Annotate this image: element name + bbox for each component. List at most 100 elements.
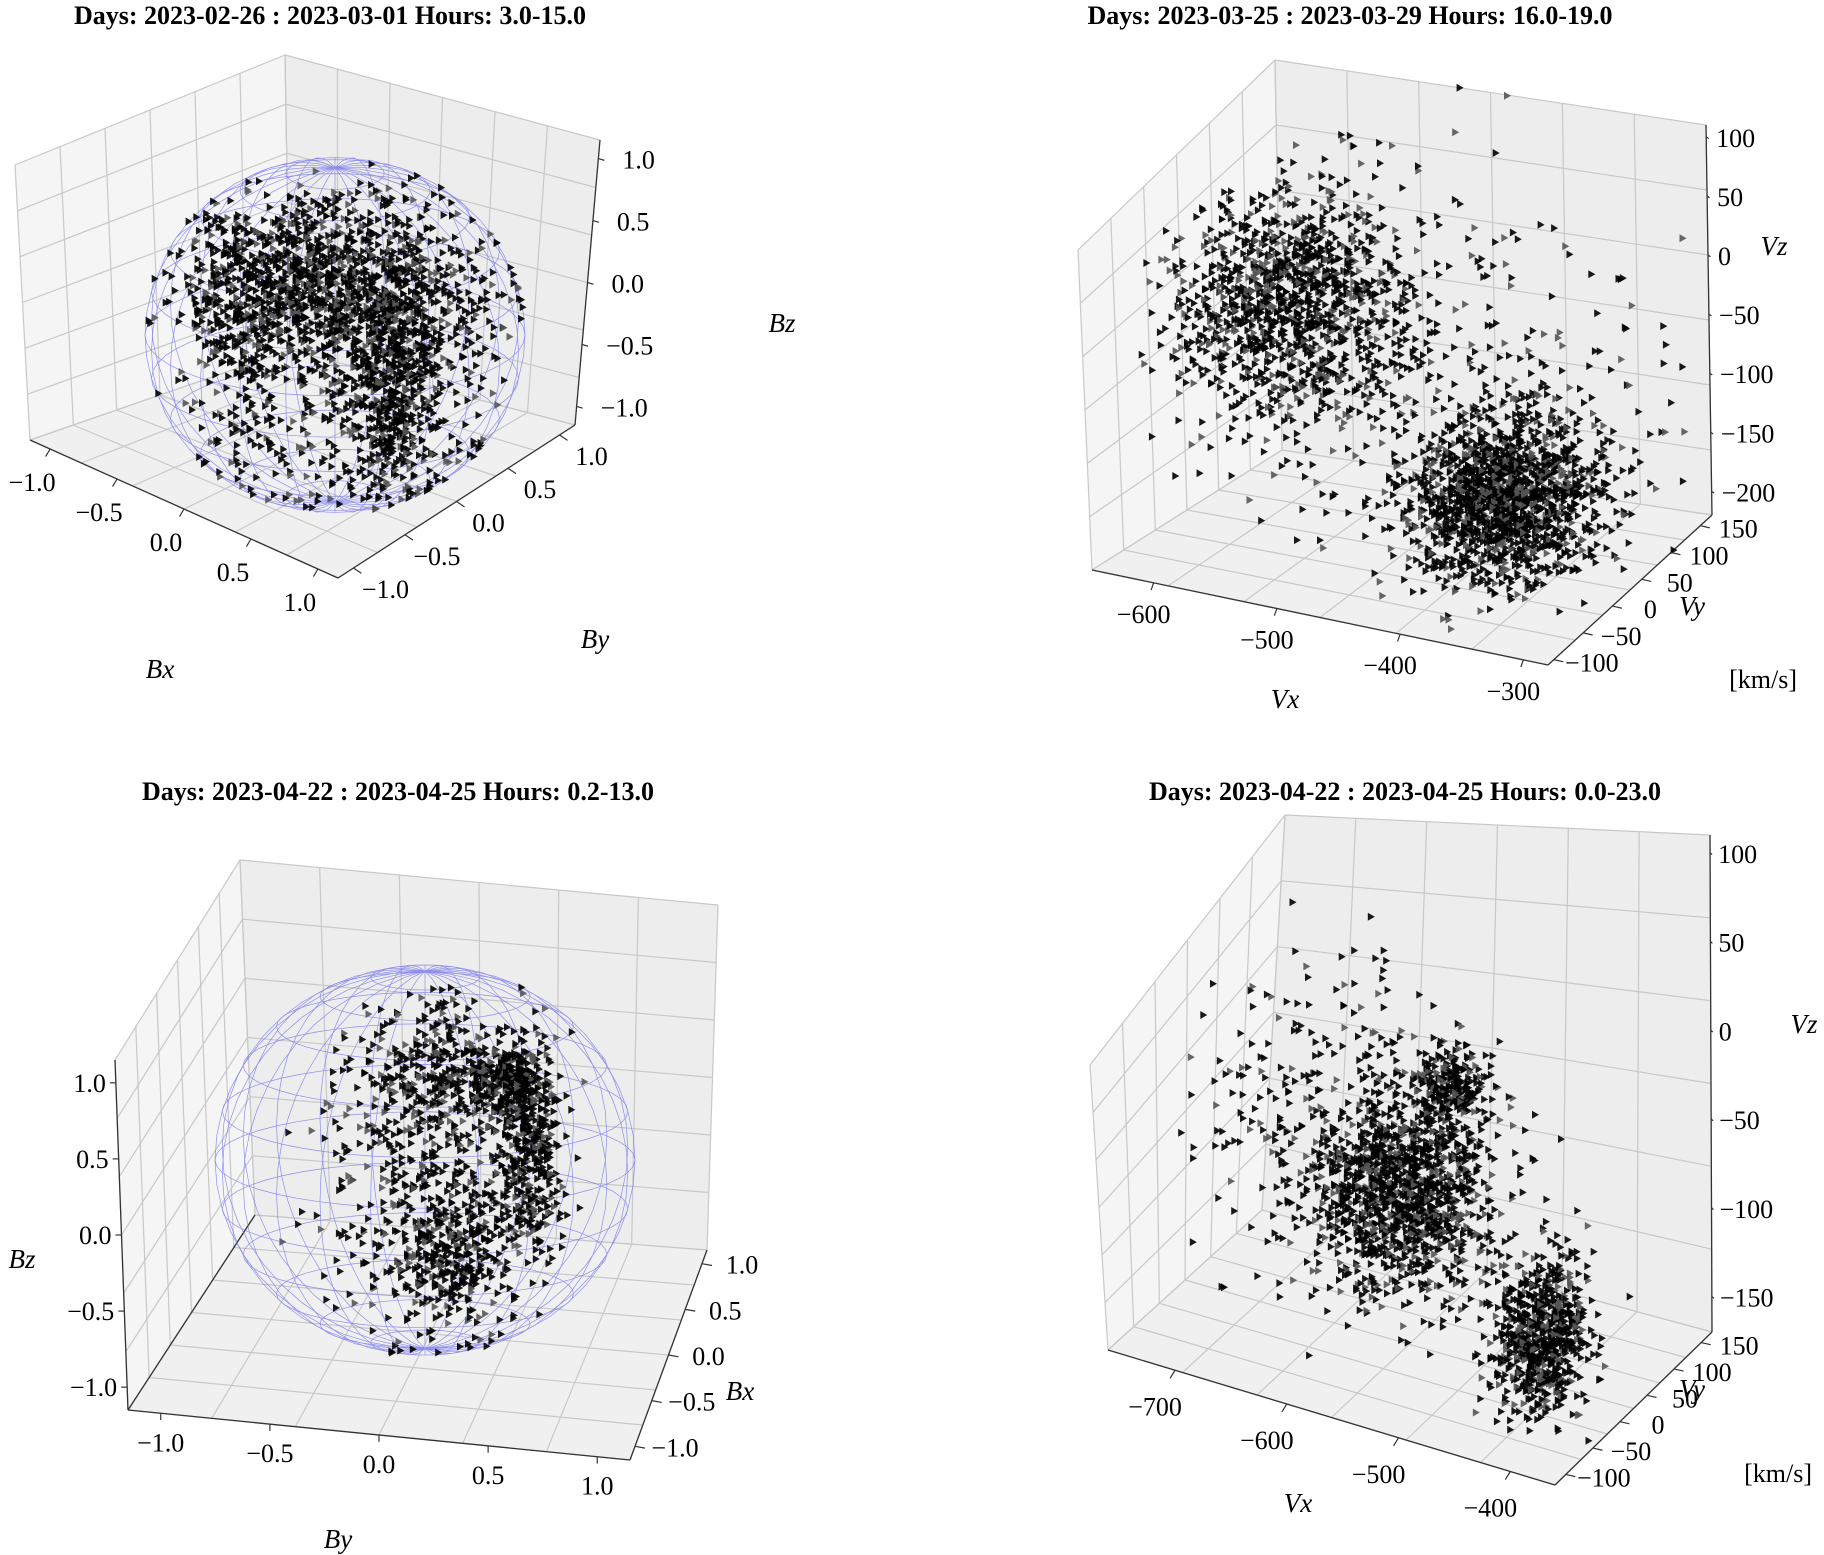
data-point	[226, 303, 234, 312]
data-point	[235, 211, 243, 219]
data-point	[373, 504, 381, 513]
data-point	[362, 342, 370, 351]
data-point	[293, 497, 301, 505]
data-point	[381, 347, 389, 356]
data-point	[414, 282, 422, 291]
data-point	[354, 381, 362, 390]
data-point	[321, 454, 329, 463]
data-point	[456, 287, 464, 296]
data-point	[459, 323, 467, 332]
data-point	[410, 250, 418, 259]
data-point	[311, 408, 319, 417]
data-point	[390, 400, 397, 409]
data-point	[440, 211, 448, 220]
data-point	[314, 358, 322, 367]
data-point	[367, 469, 375, 478]
data-point	[357, 432, 365, 440]
data-point	[418, 213, 426, 221]
data-point	[285, 239, 293, 248]
data-point	[421, 273, 428, 282]
data-point	[350, 288, 358, 297]
data-point	[207, 318, 215, 327]
data-point	[222, 267, 230, 276]
tick-label: −0.5	[606, 331, 653, 360]
data-point	[472, 392, 480, 401]
data-point	[228, 354, 236, 363]
data-point	[500, 290, 508, 299]
tick-label: 0.0	[150, 528, 183, 557]
data-point	[342, 252, 349, 261]
data-point	[435, 236, 443, 245]
data-point	[320, 223, 328, 232]
data-point	[421, 405, 429, 414]
data-point	[489, 280, 497, 289]
data-point	[229, 332, 237, 341]
data-point	[323, 371, 331, 380]
data-point	[442, 309, 450, 318]
data-point	[381, 227, 389, 236]
data-point	[224, 334, 232, 343]
data-point	[224, 311, 232, 320]
data-point	[314, 235, 322, 244]
data-point	[449, 270, 457, 279]
scatter-points	[145, 160, 527, 513]
tick-label: −0.5	[413, 542, 460, 571]
data-point	[306, 213, 314, 221]
data-point	[329, 314, 337, 323]
data-point	[392, 409, 400, 418]
data-point	[453, 330, 461, 339]
data-point	[404, 420, 412, 429]
x-axis-label: Bx	[146, 654, 174, 684]
data-point	[370, 480, 378, 489]
data-point	[414, 171, 421, 180]
data-point	[307, 204, 315, 213]
data-point	[310, 355, 318, 364]
data-point	[430, 323, 438, 332]
data-point	[281, 364, 289, 373]
data-point	[406, 302, 414, 311]
data-point	[295, 277, 303, 286]
data-point	[375, 494, 383, 503]
data-point	[362, 285, 370, 294]
data-point	[192, 298, 200, 307]
data-point	[241, 245, 249, 254]
data-point	[351, 426, 359, 435]
data-point	[206, 213, 214, 222]
data-point	[415, 357, 423, 366]
data-point	[260, 233, 268, 242]
data-point	[430, 370, 438, 379]
data-point	[420, 281, 428, 290]
data-point	[147, 319, 155, 328]
data-point	[299, 381, 307, 390]
data-point	[346, 304, 354, 313]
data-point	[471, 306, 478, 315]
data-point	[375, 356, 383, 365]
data-point	[364, 402, 371, 411]
data-point	[216, 269, 224, 278]
data-point	[416, 370, 424, 379]
data-point	[261, 216, 269, 225]
data-point	[452, 233, 459, 242]
data-point	[421, 399, 429, 408]
data-point	[399, 337, 407, 346]
data-point	[373, 473, 381, 482]
data-point	[354, 260, 361, 269]
data-point	[340, 382, 348, 391]
data-point	[318, 258, 326, 267]
data-point	[215, 264, 222, 273]
data-point	[247, 315, 255, 324]
data-point	[289, 260, 297, 269]
data-point	[396, 375, 403, 384]
data-point	[454, 209, 462, 218]
data-point	[379, 201, 387, 210]
data-point	[215, 246, 223, 255]
data-point	[404, 482, 412, 491]
tick-label: 1.0	[575, 442, 608, 471]
data-point	[402, 243, 410, 252]
data-point	[420, 298, 428, 307]
data-point	[391, 330, 398, 339]
data-point	[340, 300, 347, 309]
data-point	[423, 281, 431, 290]
tick-label: 0.5	[217, 558, 250, 587]
data-point	[490, 323, 498, 332]
